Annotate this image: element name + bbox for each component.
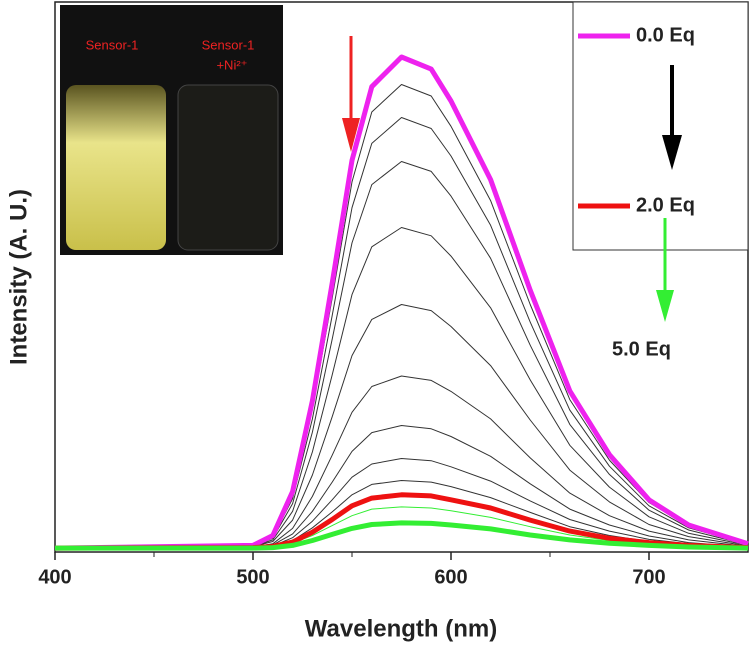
inset-photo: Sensor-1 Sensor-1 +Ni²⁺ <box>60 5 283 255</box>
legend-label: 2.0 Eq <box>636 194 695 216</box>
x-tick-label: 600 <box>434 566 467 588</box>
series-line <box>54 492 749 551</box>
series-line <box>54 375 749 549</box>
inset-label: Sensor-1 <box>202 37 255 52</box>
x-axis-title: Wavelength (nm) <box>305 615 497 642</box>
series-line <box>54 117 749 549</box>
series-line <box>55 520 749 551</box>
vial-bright <box>66 85 166 250</box>
series-line <box>54 227 749 549</box>
series-line <box>54 54 749 551</box>
black-arrow <box>662 65 682 170</box>
plot-frame <box>54 1 749 553</box>
inset-label: +Ni²⁺ <box>216 57 247 72</box>
legend-label: 0.0 Eq <box>636 24 695 46</box>
legend-box <box>572 1 749 251</box>
x-tick-label: 700 <box>632 566 665 588</box>
x-tick-label: 500 <box>236 566 269 588</box>
series-line <box>54 458 749 549</box>
red-arrow <box>342 36 360 152</box>
series-group <box>54 54 749 551</box>
vial-dark <box>177 84 279 251</box>
legend-label: 5.0 Eq <box>612 338 671 360</box>
series-line <box>54 304 749 549</box>
y-axis-title: Intensity (A. U.) <box>5 189 32 365</box>
x-tick-label: 400 <box>38 566 71 588</box>
series-line <box>54 425 749 549</box>
series-line <box>54 161 749 549</box>
inset-label: Sensor-1 <box>86 37 139 52</box>
green-arrow <box>656 218 674 322</box>
